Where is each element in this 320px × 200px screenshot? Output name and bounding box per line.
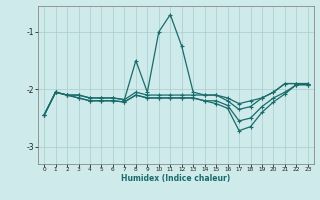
X-axis label: Humidex (Indice chaleur): Humidex (Indice chaleur)	[121, 174, 231, 183]
